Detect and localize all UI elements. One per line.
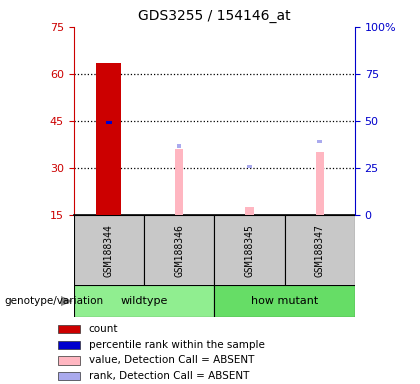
Bar [58,325,80,333]
Bar [315,152,324,215]
Text: rank, Detection Call = ABSENT: rank, Detection Call = ABSENT [89,371,249,381]
Bar [74,285,214,317]
Bar [245,207,254,215]
Text: GSM188346: GSM188346 [174,224,184,277]
Bar [175,149,183,215]
Bar [74,215,144,286]
Text: count: count [89,324,118,334]
Text: GSM188347: GSM188347 [315,224,325,277]
Bar [247,165,252,168]
Bar [58,372,80,380]
Bar [105,121,112,124]
Title: GDS3255 / 154146_at: GDS3255 / 154146_at [138,9,291,23]
Bar [96,63,121,215]
Text: percentile rank within the sample: percentile rank within the sample [89,340,265,350]
Text: GSM188345: GSM188345 [244,224,255,277]
Bar [144,215,214,286]
Bar [58,341,80,349]
Bar [176,144,181,147]
Bar [317,140,322,143]
Bar [58,356,80,364]
Bar [214,215,285,286]
Text: how mutant: how mutant [251,296,318,306]
Bar [214,285,355,317]
Text: value, Detection Call = ABSENT: value, Detection Call = ABSENT [89,356,254,366]
Text: GSM188344: GSM188344 [104,224,114,277]
Text: genotype/variation: genotype/variation [4,296,103,306]
Polygon shape [61,296,73,306]
Bar [285,215,355,286]
Text: wildtype: wildtype [120,296,168,306]
